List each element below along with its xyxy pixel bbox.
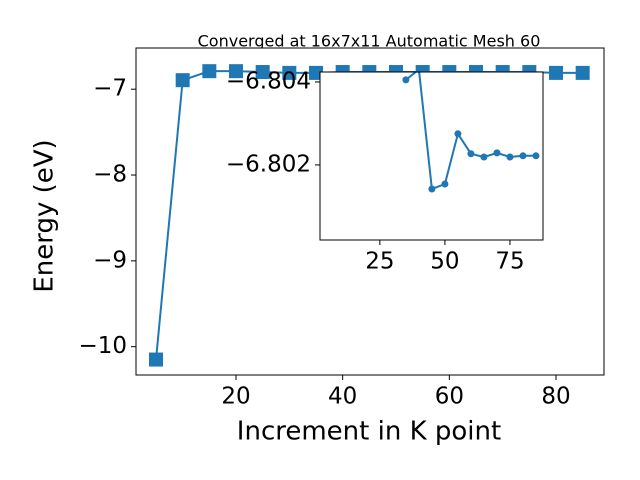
data-marker (202, 64, 217, 79)
axes-frame (319, 71, 544, 241)
x-tick-label: 40 (328, 384, 357, 410)
data-marker (428, 185, 436, 193)
x-axis-label: Increment in K point (237, 417, 501, 447)
x-tick-label: 50 (430, 249, 459, 275)
plot-area (402, 72, 540, 193)
x-tick-label: 75 (495, 249, 524, 275)
data-marker (549, 65, 563, 80)
data-marker (282, 65, 297, 80)
y-axis-label: Energy (eV) (30, 139, 60, 292)
y-tick-label: −6.804 (226, 68, 311, 94)
data-marker (493, 149, 501, 157)
x-tick-label: 60 (435, 384, 464, 410)
data-marker (441, 180, 449, 188)
y-tick-label: −6.802 (226, 151, 311, 177)
y-tick-label: −10 (78, 333, 127, 359)
axes: 25 50 75 −6.804 −6.802 (226, 68, 544, 275)
data-marker (480, 153, 488, 161)
data-marker (175, 73, 190, 88)
data-marker (532, 152, 540, 160)
data-marker (229, 64, 243, 79)
data-marker (467, 150, 475, 158)
y-tick-label: −8 (93, 162, 127, 188)
data-marker (506, 153, 514, 161)
y-tick-label: −9 (93, 247, 127, 273)
x-tick-label: 80 (541, 384, 570, 410)
data-marker (255, 65, 270, 80)
y-tick-label: −7 (93, 76, 127, 102)
data-marker (149, 352, 163, 367)
x-tick-label: 20 (221, 384, 250, 410)
data-marker (402, 76, 410, 84)
data-marker (454, 130, 462, 138)
axes-frame (135, 47, 605, 376)
data-marker (519, 152, 527, 160)
data-marker (575, 65, 590, 80)
chart-title: Converged at 16x7x11 Automatic Mesh 60 (198, 32, 541, 51)
x-tick-label: 25 (365, 249, 394, 275)
